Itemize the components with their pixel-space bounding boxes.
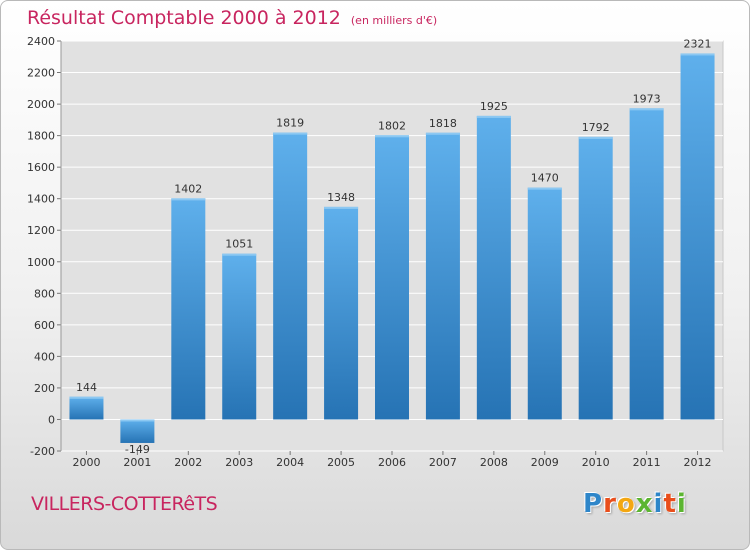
proxiti-logo: Proxiti <box>583 489 687 519</box>
data-label: 1818 <box>429 117 457 130</box>
data-label: 1792 <box>582 121 610 134</box>
x-tick-label: 2005 <box>327 456 355 469</box>
chart-title: Résultat Comptable 2000 à 2012 (en millie… <box>27 7 437 29</box>
bar <box>69 396 104 420</box>
bar-highlight <box>476 115 511 118</box>
y-tick-label: 2400 <box>27 35 55 48</box>
bar-highlight <box>69 396 104 399</box>
x-tick-label: 2006 <box>378 456 406 469</box>
bar-highlight <box>222 253 257 256</box>
bars <box>69 53 715 443</box>
bar-highlight <box>324 206 359 209</box>
commune-name: VILLERS-COTTERêTS <box>31 493 218 515</box>
x-tick-label: 2002 <box>174 456 202 469</box>
bar <box>375 135 409 420</box>
bar <box>222 253 257 420</box>
x-tick-label: 2011 <box>633 456 661 469</box>
y-tick-label: 800 <box>34 287 55 300</box>
bar <box>171 198 206 420</box>
data-labels: 144 -149 1402 1051 1819 1348 1802 1818 1925 1470 1… <box>76 37 712 456</box>
data-label: 2321 <box>684 37 712 50</box>
bar <box>120 419 155 443</box>
x-tick-label: 2003 <box>225 456 253 469</box>
x-axis-ticks: 2000 2001 2002 2003 2004 2005 2006 2007 2008 2009… <box>72 456 711 469</box>
bar-highlight <box>171 198 206 201</box>
data-label: 1470 <box>531 172 559 185</box>
data-label: 1348 <box>327 191 355 204</box>
logo-letter: i <box>676 489 687 519</box>
bar <box>680 53 715 420</box>
bar <box>425 132 460 420</box>
bar-highlight <box>578 136 613 139</box>
data-label: -149 <box>125 443 150 456</box>
x-tick-label: 2008 <box>480 456 508 469</box>
data-label: 1051 <box>225 238 253 251</box>
data-label: 1819 <box>276 117 304 130</box>
data-label: 1925 <box>480 100 508 113</box>
logo-letter: i <box>653 489 664 519</box>
y-axis-ticks: -200 0 200 400 600 800 1000 1200 1400 1600 1800 200… <box>27 35 55 458</box>
bar-highlight <box>375 135 409 138</box>
bar-highlight <box>425 132 460 135</box>
chart-title-unit: (en milliers d'€) <box>350 14 438 27</box>
chart-title-main: Résultat Comptable 2000 à 2012 <box>27 7 341 29</box>
bar <box>324 206 359 420</box>
bar <box>273 132 308 420</box>
x-tick-label: 2004 <box>276 456 304 469</box>
bar-highlight <box>120 419 155 422</box>
y-tick-label: 0 <box>48 413 55 426</box>
logo-letter: o <box>616 489 636 519</box>
bar <box>578 136 613 420</box>
bar <box>527 187 562 420</box>
x-tick-label: 2009 <box>531 456 559 469</box>
bar <box>629 108 664 420</box>
logo-letter: P <box>583 489 604 519</box>
y-tick-label: 600 <box>34 319 55 332</box>
x-tick-label: 2012 <box>684 456 712 469</box>
x-tick-label: 2001 <box>123 456 151 469</box>
data-label: 144 <box>76 381 97 394</box>
logo-letter: x <box>635 489 654 519</box>
y-tick-label: -200 <box>30 445 55 458</box>
y-tick-label: 200 <box>34 382 55 395</box>
bar-highlight <box>273 132 308 135</box>
y-tick-label: 1400 <box>27 193 55 206</box>
bar <box>476 115 511 420</box>
y-tick-label: 1000 <box>27 256 55 269</box>
y-tick-label: 1600 <box>27 161 55 174</box>
x-tick-label: 2000 <box>72 456 100 469</box>
x-tick-label: 2010 <box>582 456 610 469</box>
x-tick-label: 2007 <box>429 456 457 469</box>
data-label: 1973 <box>633 92 661 105</box>
logo-letter: r <box>603 489 617 519</box>
data-label: 1802 <box>378 119 406 132</box>
bar-highlight <box>629 108 664 111</box>
bar-highlight <box>680 53 715 56</box>
y-tick-label: 1200 <box>27 224 55 237</box>
logo-letter: t <box>663 489 677 519</box>
y-tick-label: 400 <box>34 350 55 363</box>
data-label: 1402 <box>174 182 202 195</box>
y-tick-label: 2000 <box>27 98 55 111</box>
bar-highlight <box>527 187 562 190</box>
y-tick-label: 1800 <box>27 130 55 143</box>
y-tick-label: 2200 <box>27 67 55 80</box>
